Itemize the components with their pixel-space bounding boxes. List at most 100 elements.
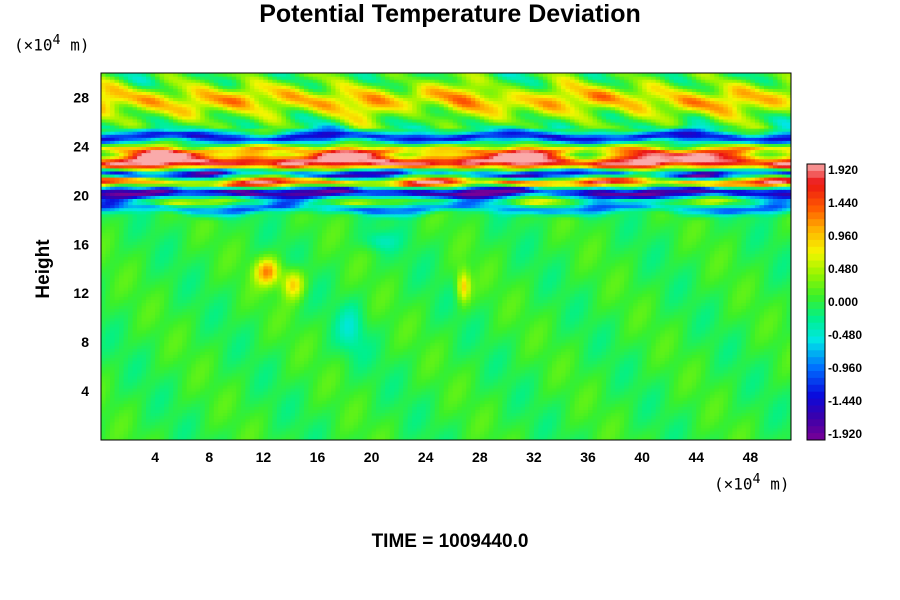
heatmap-cell [592, 424, 598, 429]
heatmap-cell [128, 388, 134, 392]
heatmap-cell [303, 415, 310, 420]
heatmap-cell [155, 381, 161, 386]
heatmap-cell [150, 433, 156, 438]
heatmap-cell [515, 427, 522, 432]
heatmap-cell [272, 412, 278, 417]
heatmap-cell [155, 430, 161, 435]
heatmap-cell [312, 409, 319, 414]
heatmap-cell [358, 397, 364, 401]
heatmap-cell [439, 400, 445, 404]
heatmap-cell [389, 436, 395, 440]
heatmap-cell [222, 403, 228, 407]
heatmap-cell [687, 406, 693, 411]
heatmap-cell [299, 415, 305, 420]
heatmap-cell [222, 391, 228, 395]
heatmap-cell [488, 427, 494, 432]
heatmap-cell [380, 433, 386, 438]
heatmap-cell [245, 400, 251, 404]
heatmap-cell [434, 433, 440, 438]
heatmap-cell [285, 433, 292, 438]
heatmap-cell [475, 397, 481, 401]
heatmap-cell [533, 403, 540, 407]
heatmap-cell [173, 384, 179, 389]
heatmap-cell [723, 418, 729, 423]
heatmap-cell [592, 394, 598, 398]
heatmap-cell [263, 388, 269, 392]
heatmap-cell [709, 421, 715, 426]
heatmap-cell [380, 406, 386, 411]
heatmap-cell [475, 427, 481, 432]
heatmap-cell [349, 403, 355, 407]
heatmap-cell [619, 412, 625, 417]
heatmap-cell [741, 427, 747, 432]
heatmap-cell [340, 388, 346, 392]
heatmap-cell [101, 378, 107, 383]
heatmap-cell [610, 381, 616, 386]
heatmap-cell [358, 391, 364, 395]
heatmap-cell [394, 394, 400, 398]
heatmap-cell [213, 400, 219, 404]
heatmap-cell [195, 384, 201, 389]
heatmap-cell [579, 424, 585, 429]
heatmap-cell [691, 430, 697, 435]
heatmap-cell [191, 378, 197, 383]
heatmap-cell [168, 381, 174, 386]
heatmap-cell [101, 394, 107, 398]
heatmap-cell [254, 406, 260, 411]
heatmap-cell [777, 403, 783, 407]
heatmap-cell [249, 388, 255, 392]
heatmap-cell [669, 436, 675, 440]
heatmap-cell [425, 391, 431, 395]
heatmap-cell [195, 436, 201, 440]
heatmap-cell [110, 430, 116, 435]
heatmap-cell [254, 436, 260, 440]
heatmap-cell [700, 384, 706, 389]
heatmap-cell [119, 424, 125, 429]
heatmap-cell [759, 388, 765, 392]
heatmap-cell [398, 436, 404, 440]
heatmap-cell [529, 397, 535, 401]
heatmap-cell [227, 388, 233, 392]
heatmap-cell [691, 394, 697, 398]
heatmap-cell [533, 384, 540, 389]
heatmap-cell [651, 412, 657, 417]
heatmap-cell [155, 403, 161, 407]
heatmap-cell [114, 384, 120, 389]
heatmap-cell [633, 412, 639, 417]
heatmap-cell [754, 397, 761, 401]
heatmap-cell [511, 418, 517, 423]
heatmap-cell [615, 433, 621, 438]
heatmap-cell [561, 397, 567, 401]
heatmap-cell [479, 430, 485, 435]
heatmap-cell [673, 381, 679, 386]
heatmap-cell [682, 421, 688, 426]
heatmap-cell [732, 433, 738, 438]
heatmap-cell [772, 391, 779, 395]
heatmap-cell [367, 415, 373, 420]
heatmap-cell [763, 436, 770, 440]
heatmap-cell [542, 433, 549, 438]
heatmap-cell [186, 391, 192, 395]
heatmap-cell [340, 430, 346, 435]
heatmap-cell [434, 436, 440, 440]
heatmap-cell [768, 403, 774, 407]
heatmap-cell [398, 409, 404, 414]
heatmap-cell [493, 400, 499, 404]
heatmap-cell [786, 421, 791, 426]
heatmap-cell [434, 381, 440, 386]
heatmap-cell [412, 433, 418, 438]
heatmap-cell [425, 424, 431, 429]
heatmap-cell [425, 433, 431, 438]
heatmap-cell [101, 381, 107, 386]
heatmap-cell [249, 412, 255, 417]
heatmap-cell [763, 388, 770, 392]
heatmap-cell [723, 424, 729, 429]
heatmap-cell [236, 394, 242, 398]
heatmap-cell [750, 433, 756, 438]
heatmap-cell [119, 427, 125, 432]
heatmap-cell [497, 412, 503, 417]
heatmap-cell [128, 418, 134, 423]
heatmap-cell [484, 403, 490, 407]
heatmap-cell [619, 400, 625, 404]
heatmap-cell [452, 409, 458, 414]
